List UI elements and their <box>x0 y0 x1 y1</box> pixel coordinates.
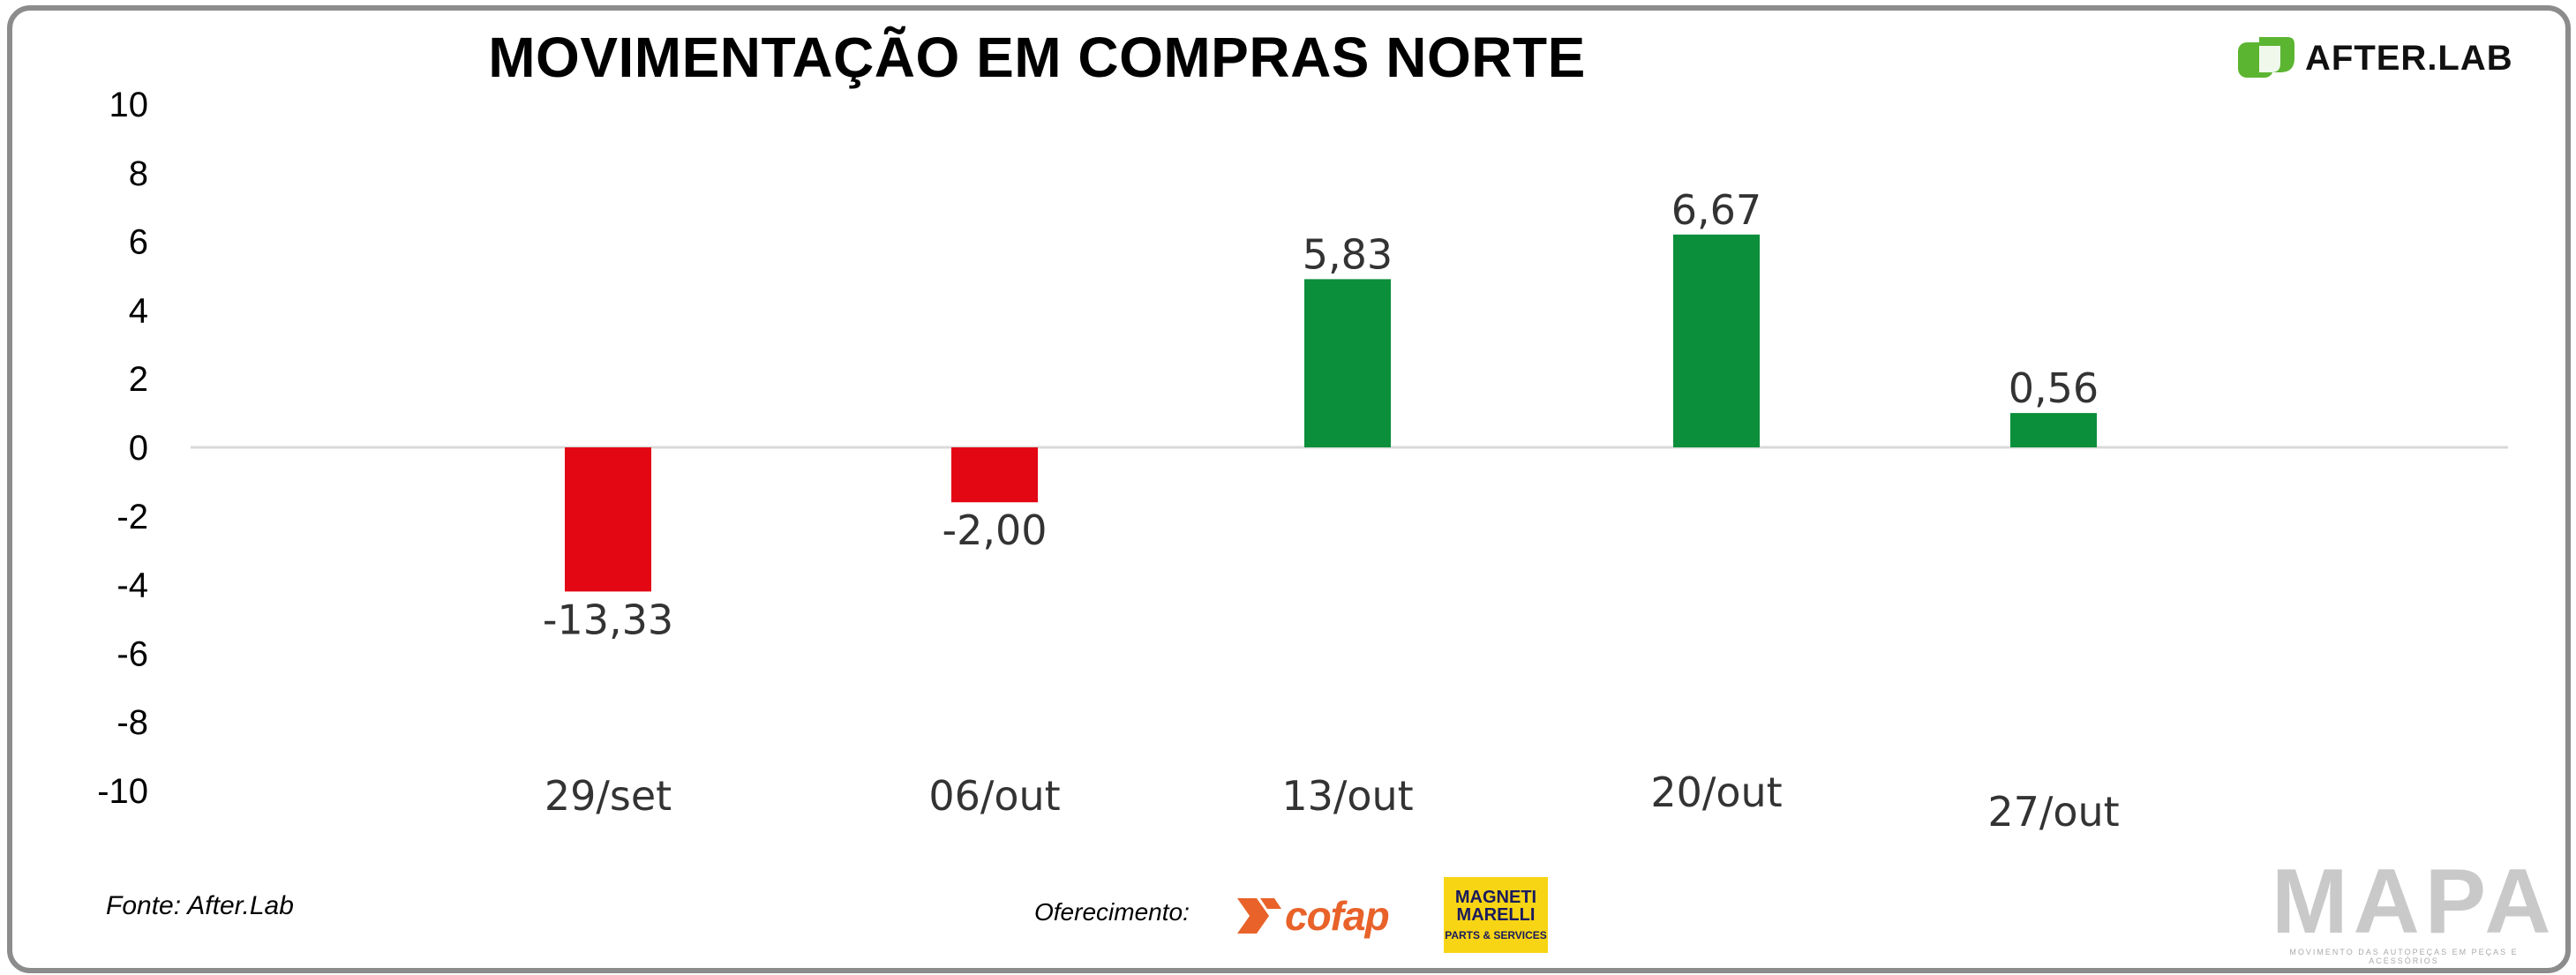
chart-frame <box>7 5 2571 973</box>
y-tick-label: 0 <box>129 429 148 468</box>
data-label: 6,67 <box>1671 186 1761 234</box>
afterlab-leaf-icon <box>2238 37 2294 78</box>
afterlab-logo: AFTER.LAB <box>2236 34 2513 83</box>
category-label: 06/out <box>928 772 1060 820</box>
bar-20-out <box>1673 234 1760 447</box>
y-tick-label: 6 <box>129 223 148 262</box>
data-label: 0,56 <box>2009 364 2099 412</box>
y-tick-label: -6 <box>116 634 148 673</box>
y-tick-label: -2 <box>116 498 148 536</box>
data-label: -2,00 <box>942 506 1047 554</box>
bar-27-out <box>2010 413 2097 447</box>
y-tick-label: 2 <box>129 360 148 399</box>
y-tick-label: 4 <box>129 291 148 330</box>
magneti-marelli-logo: MAGNETI MARELLI PARTS & SERVICES <box>1444 877 1548 953</box>
y-tick-label: -8 <box>116 703 148 742</box>
y-tick-label: -10 <box>97 772 148 811</box>
mapa-logo: MAPA MOVIMENTO DAS AUTOPEÇAS EM PEÇAS E … <box>2272 851 2557 965</box>
category-label: 20/out <box>1650 769 1782 816</box>
data-label: -13,33 <box>543 596 673 643</box>
source-note: Fonte: After.Lab <box>106 891 294 920</box>
mapa-tagline: MOVIMENTO DAS AUTOPEÇAS EM PEÇAS E ACESS… <box>2289 948 2519 965</box>
bar-06-out <box>951 447 1038 503</box>
bar-29-set <box>565 447 651 592</box>
category-label: 27/out <box>1987 788 2119 836</box>
data-label: 5,83 <box>1303 230 1393 278</box>
y-tick-label: -4 <box>116 566 148 605</box>
cofap-logo: cofap <box>1234 889 1390 942</box>
afterlab-wordmark: AFTER.LAB <box>2305 38 2513 78</box>
bar-13-out <box>1304 279 1391 447</box>
y-tick-label: 10 <box>109 86 149 124</box>
cofap-chevron-icon <box>1237 898 1281 934</box>
y-tick-label: 8 <box>129 154 148 193</box>
sponsor-label: Oferecimento: <box>1034 898 1190 926</box>
mapa-wordmark: MAPA <box>2272 851 2557 953</box>
chart-title: MOVIMENTAÇÃO EM COMPRAS NORTE <box>488 26 1586 89</box>
category-label: 13/out <box>1281 772 1413 820</box>
cofap-wordmark: cofap <box>1285 893 1390 939</box>
category-label: 29/set <box>544 772 672 820</box>
